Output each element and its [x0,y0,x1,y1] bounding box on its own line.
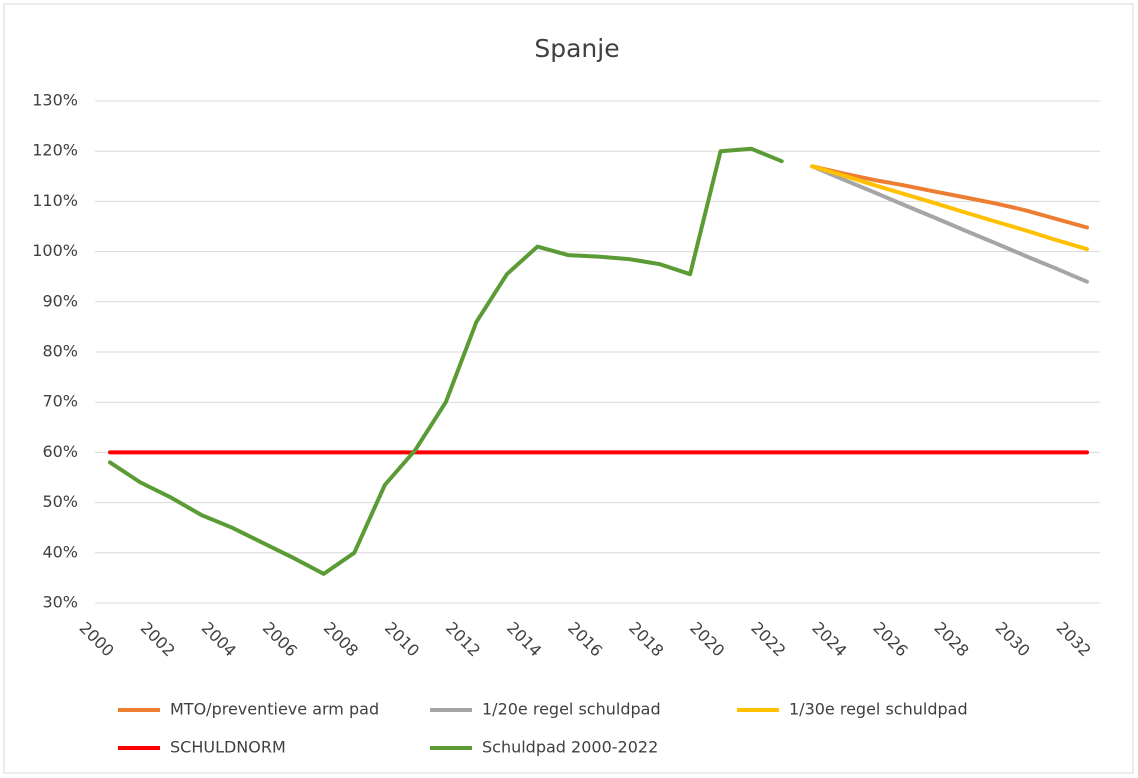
y-tick-label: 130% [32,91,78,110]
y-tick-label: 110% [32,191,78,210]
y-tick-label: 60% [42,442,78,461]
legend-label: 1/20e regel schuldpad [482,700,661,719]
series-line [810,164,1089,252]
y-tick-label: 30% [42,593,78,612]
series-line [810,164,1089,284]
series-line [108,146,784,576]
chart-border [3,3,1134,774]
y-tick-label: 40% [42,542,78,561]
legend-label: 1/30e regel schuldpad [789,700,968,719]
chart-title: Spanje [534,34,619,63]
legend-label: Schuldpad 2000-2022 [482,738,658,757]
y-tick-label: 50% [42,492,78,511]
y-tick-label: 70% [42,392,78,411]
y-tick-label: 100% [32,241,78,260]
legend-label: MTO/preventieve arm pad [170,700,379,719]
y-tick-label: 120% [32,141,78,160]
y-tick-label: 90% [42,291,78,310]
y-tick-label: 80% [42,342,78,361]
legend-label: SCHULDNORM [170,738,286,757]
series-line [810,164,1089,230]
